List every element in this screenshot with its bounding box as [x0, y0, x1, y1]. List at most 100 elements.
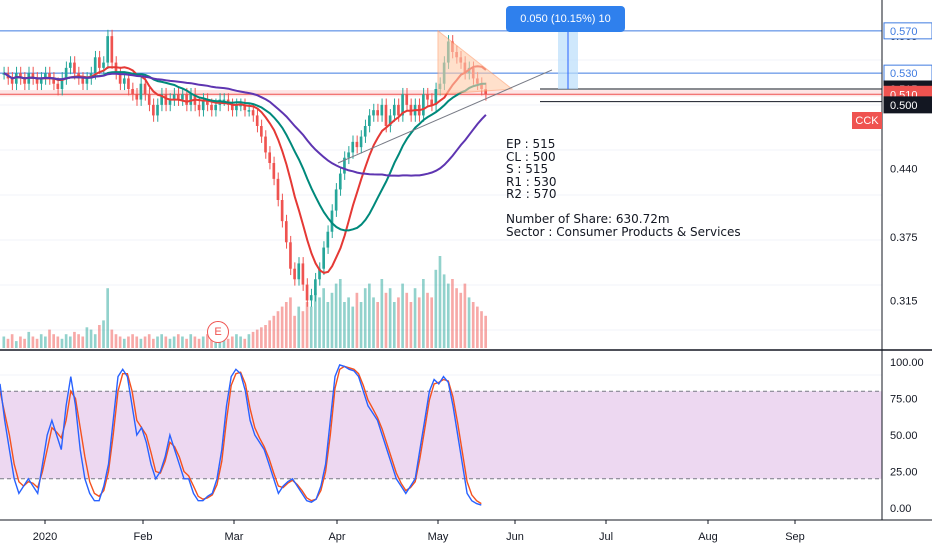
- candle-body: [484, 89, 487, 95]
- volume-bar: [426, 292, 429, 348]
- stoch-d-line: [0, 365, 482, 505]
- volume-bar: [422, 279, 425, 348]
- triangle-pattern: [437, 29, 514, 95]
- candle-body: [363, 126, 367, 137]
- volume-bar: [85, 327, 89, 348]
- volume-bar: [230, 336, 234, 348]
- candle-body: [52, 78, 55, 84]
- volume-bar: [239, 336, 242, 348]
- ma-line-fast: [3, 65, 487, 274]
- price-tag: [883, 96, 932, 114]
- volume-bar: [68, 336, 72, 348]
- candle-body: [176, 94, 180, 100]
- candle-body: [293, 268, 296, 280]
- volume-bar: [2, 336, 6, 348]
- candle-body: [164, 94, 168, 105]
- candle-body: [255, 115, 259, 126]
- candle-body: [405, 94, 409, 105]
- volume-bar: [235, 334, 238, 348]
- annotation-line: S : 515: [506, 162, 549, 176]
- volume-bar: [6, 338, 10, 348]
- candle-body: [426, 94, 429, 100]
- volume-bar: [243, 338, 247, 348]
- candle-body: [39, 78, 43, 84]
- candle-body: [376, 110, 379, 116]
- candle-body: [31, 73, 35, 79]
- volume-bar: [264, 325, 267, 348]
- earnings-marker[interactable]: E: [207, 321, 229, 343]
- volume-bar: [14, 341, 18, 348]
- volume-bar: [56, 336, 60, 348]
- volume-bar: [380, 279, 384, 348]
- volume-bar: [156, 336, 159, 348]
- stoch-axis-tick: 75.00: [890, 394, 918, 406]
- candle-body: [48, 73, 51, 79]
- volume-bar: [122, 338, 126, 348]
- candle-body: [330, 210, 334, 232]
- candle-body: [247, 110, 251, 112]
- candle-body: [243, 104, 247, 111]
- candle-body: [64, 67, 68, 79]
- candle-body: [81, 78, 85, 84]
- candle-body: [168, 99, 172, 105]
- candle-body: [189, 94, 193, 105]
- volume-bar: [143, 336, 147, 348]
- candle-body: [372, 110, 375, 116]
- volume-bar: [206, 334, 209, 348]
- volume-bar: [459, 292, 463, 348]
- candle-body: [85, 78, 89, 84]
- volume-bar: [89, 329, 93, 348]
- volume-bar: [297, 306, 301, 348]
- volume-bar: [397, 297, 400, 348]
- ma-line-slow: [3, 72, 487, 177]
- volume-bar: [226, 338, 230, 348]
- volume-bar: [139, 338, 143, 348]
- volume-bar: [430, 297, 433, 348]
- volume-bar: [31, 336, 35, 348]
- stoch-axis-tick: 100.00: [890, 357, 924, 369]
- candle-body: [210, 104, 213, 111]
- candle-body: [93, 57, 97, 74]
- candle-body: [260, 126, 263, 137]
- volume-bar: [463, 283, 467, 348]
- candle-body: [401, 94, 404, 116]
- volume-bar: [384, 292, 388, 348]
- candle-body: [268, 152, 271, 163]
- volume-bar: [305, 302, 309, 348]
- stoch-axis-tick: 50.00: [890, 430, 918, 442]
- candle-body: [206, 99, 209, 105]
- candle-body: [388, 115, 392, 126]
- volume-bar: [52, 334, 55, 348]
- volume-bar: [19, 336, 22, 348]
- volume-bar: [484, 315, 487, 348]
- candle-body: [14, 73, 18, 84]
- volume-bar: [434, 269, 438, 348]
- volume-bar: [176, 334, 180, 348]
- volume-bar: [438, 256, 442, 348]
- candle-body: [143, 83, 147, 95]
- volume-bar: [276, 311, 280, 348]
- candle-body: [422, 94, 425, 116]
- volume-bar: [446, 283, 450, 348]
- time-axis-label: May: [428, 531, 449, 543]
- time-axis-label: Jun: [506, 531, 524, 543]
- candle-body: [106, 36, 109, 63]
- volume-bar: [44, 336, 47, 348]
- candle-body: [19, 73, 22, 79]
- volume-bar: [160, 334, 163, 348]
- price-tag-label: 0.530: [890, 68, 918, 80]
- volume-bar: [355, 292, 359, 348]
- candle-body: [359, 136, 363, 148]
- shares-text: Number of Share: 630.72m: [506, 211, 670, 226]
- volume-bar: [363, 288, 367, 348]
- symbol-tag[interactable]: CCK: [852, 112, 882, 129]
- volume-bar: [409, 302, 413, 348]
- time-axis-label: Sep: [785, 531, 805, 543]
- candle-body: [201, 99, 205, 111]
- measure-label[interactable]: 0.050 (10.15%) 10: [506, 6, 625, 32]
- volume-bar: [193, 336, 197, 348]
- volume-bar: [98, 325, 101, 348]
- volume-bar: [401, 283, 404, 348]
- candle-body: [60, 78, 64, 89]
